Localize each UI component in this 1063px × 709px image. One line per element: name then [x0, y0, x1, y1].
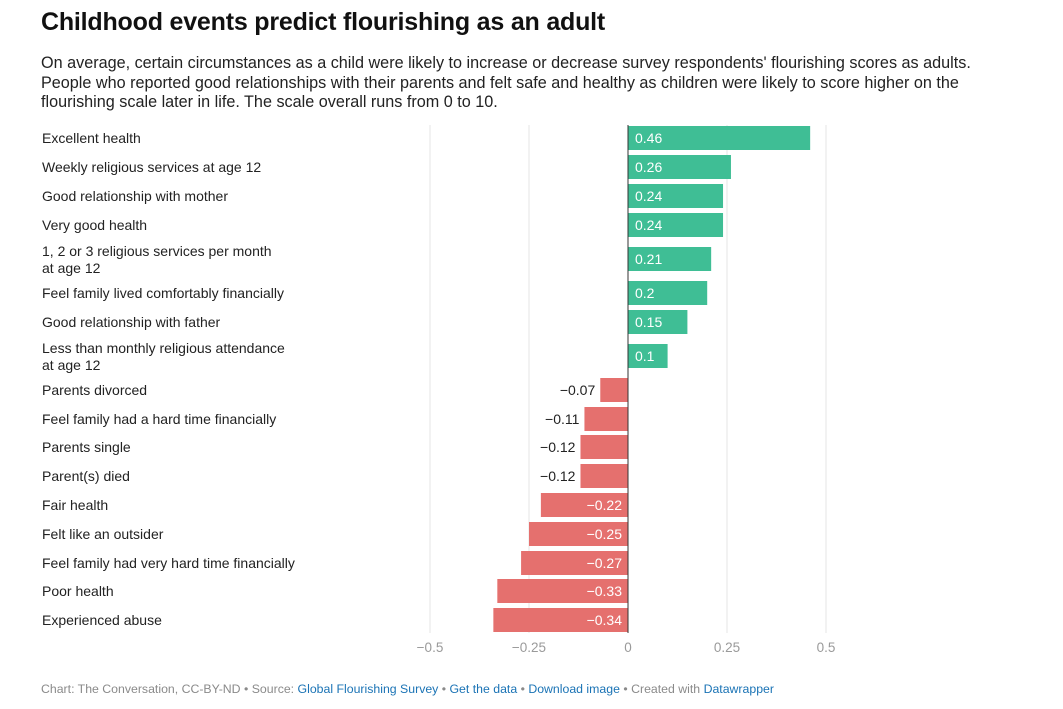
- value-label: −0.34: [587, 612, 623, 628]
- value-label: 0.26: [635, 159, 662, 175]
- category-label: Feel family had very hard time financial…: [42, 555, 295, 571]
- value-label: 0.1: [635, 348, 655, 364]
- category-label-line: at age 12: [42, 260, 101, 276]
- value-label: 0.15: [635, 314, 662, 330]
- value-label: −0.12: [540, 468, 576, 484]
- category-label-line: Feel family had very hard time financial…: [42, 555, 295, 571]
- bar: [628, 213, 724, 237]
- bar: [628, 344, 668, 368]
- category-label: Parents single: [42, 439, 131, 455]
- category-label: Good relationship with father: [42, 314, 221, 330]
- value-label: −0.12: [540, 439, 576, 455]
- category-label-line: Good relationship with mother: [42, 188, 228, 204]
- bar: [628, 281, 708, 305]
- category-label: Weekly religious services at age 12: [42, 159, 261, 175]
- value-label: 0.46: [635, 130, 662, 146]
- footer-separator: •: [441, 682, 447, 696]
- bar: [628, 155, 731, 179]
- category-label: Good relationship with mother: [42, 188, 228, 204]
- category-label-line: Excellent health: [42, 130, 141, 146]
- category-label-line: Parents divorced: [42, 382, 147, 398]
- value-label: −0.25: [587, 526, 623, 542]
- footer-separator: •: [623, 682, 628, 696]
- bar: [580, 464, 628, 488]
- x-tick-label: −0.5: [417, 640, 444, 655]
- download-image-link[interactable]: Download image: [528, 682, 620, 696]
- category-label: Poor health: [42, 583, 114, 599]
- category-label: Fair health: [42, 497, 108, 513]
- category-label: 1, 2 or 3 religious services per month at…: [42, 243, 272, 276]
- category-label-line: Feel family had a hard time financially: [42, 411, 276, 427]
- category-label: Feel family had a hard time financially: [42, 411, 276, 427]
- value-label: 0.24: [635, 217, 662, 233]
- bar: [600, 378, 628, 402]
- x-tick-label: 0.25: [714, 640, 740, 655]
- category-label-line: Poor health: [42, 583, 114, 599]
- category-label: Excellent health: [42, 130, 141, 146]
- datawrapper-link[interactable]: Datawrapper: [703, 682, 774, 696]
- bar: [628, 184, 724, 208]
- x-tick-label: 0: [624, 640, 632, 655]
- value-label: −0.11: [545, 411, 580, 427]
- category-label-line: Parents single: [42, 439, 131, 455]
- value-label: −0.33: [587, 583, 623, 599]
- category-label: Less than monthly religious attendance at…: [42, 340, 285, 373]
- category-label: Feel family lived comfortably financiall…: [42, 285, 284, 301]
- bar-chart: −0.5 −0.25 0 0.25 0.5 Excellent health 0.46 Wee…: [42, 125, 836, 655]
- chart-subtitle: On average, certain circumstances as a c…: [41, 54, 971, 111]
- bar: [580, 435, 628, 459]
- value-label: −0.22: [587, 497, 623, 513]
- category-label-line: Good relationship with father: [42, 314, 221, 330]
- footer-separator: •: [243, 682, 249, 696]
- value-label: −0.07: [560, 382, 596, 398]
- value-label: −0.27: [587, 555, 623, 571]
- get-data-link[interactable]: Get the data: [449, 682, 518, 696]
- bar: [540, 493, 628, 517]
- footer-credit: Chart: The Conversation, CC-BY-ND: [41, 682, 241, 696]
- category-label: Very good health: [42, 217, 147, 233]
- chart-title: Childhood events predict flourishing as …: [41, 8, 606, 36]
- category-label-line: Feel family lived comfortably financiall…: [42, 285, 284, 301]
- value-label: 0.24: [635, 188, 662, 204]
- x-tick-label: −0.25: [512, 640, 546, 655]
- bar: [628, 310, 688, 334]
- x-tick-label: 0.5: [817, 640, 836, 655]
- bar: [493, 608, 628, 632]
- category-label: Parent(s) died: [42, 468, 130, 484]
- value-label: 0.2: [635, 285, 655, 301]
- footer-source-prefix: Source:: [251, 682, 295, 696]
- category-label: Experienced abuse: [42, 612, 162, 628]
- category-label-line: Very good health: [42, 217, 147, 233]
- footer-separator: •: [520, 682, 525, 696]
- category-label-line: 1, 2 or 3 religious services per month: [42, 243, 272, 259]
- bar: [497, 579, 628, 603]
- source-link[interactable]: Global Flourishing Survey: [297, 682, 439, 696]
- footer-created-with: Created with: [631, 682, 701, 696]
- bar: [521, 551, 628, 575]
- bar: [628, 247, 712, 271]
- bar: [628, 126, 811, 150]
- category-label-line: Experienced abuse: [42, 612, 162, 628]
- category-label-line: Weekly religious services at age 12: [42, 159, 261, 175]
- category-label-line: at age 12: [42, 357, 101, 373]
- category-label-line: Fair health: [42, 497, 108, 513]
- category-label: Felt like an outsider: [42, 526, 164, 542]
- bar: [584, 407, 628, 431]
- category-label-line: Felt like an outsider: [42, 526, 164, 542]
- category-label-line: Less than monthly religious attendance: [42, 340, 285, 356]
- value-label: 0.21: [635, 251, 662, 267]
- category-label: Parents divorced: [42, 382, 147, 398]
- bar: [529, 522, 628, 546]
- chart-footer: Chart: The Conversation, CC-BY-ND • Sour…: [41, 682, 774, 696]
- category-label-line: Parent(s) died: [42, 468, 130, 484]
